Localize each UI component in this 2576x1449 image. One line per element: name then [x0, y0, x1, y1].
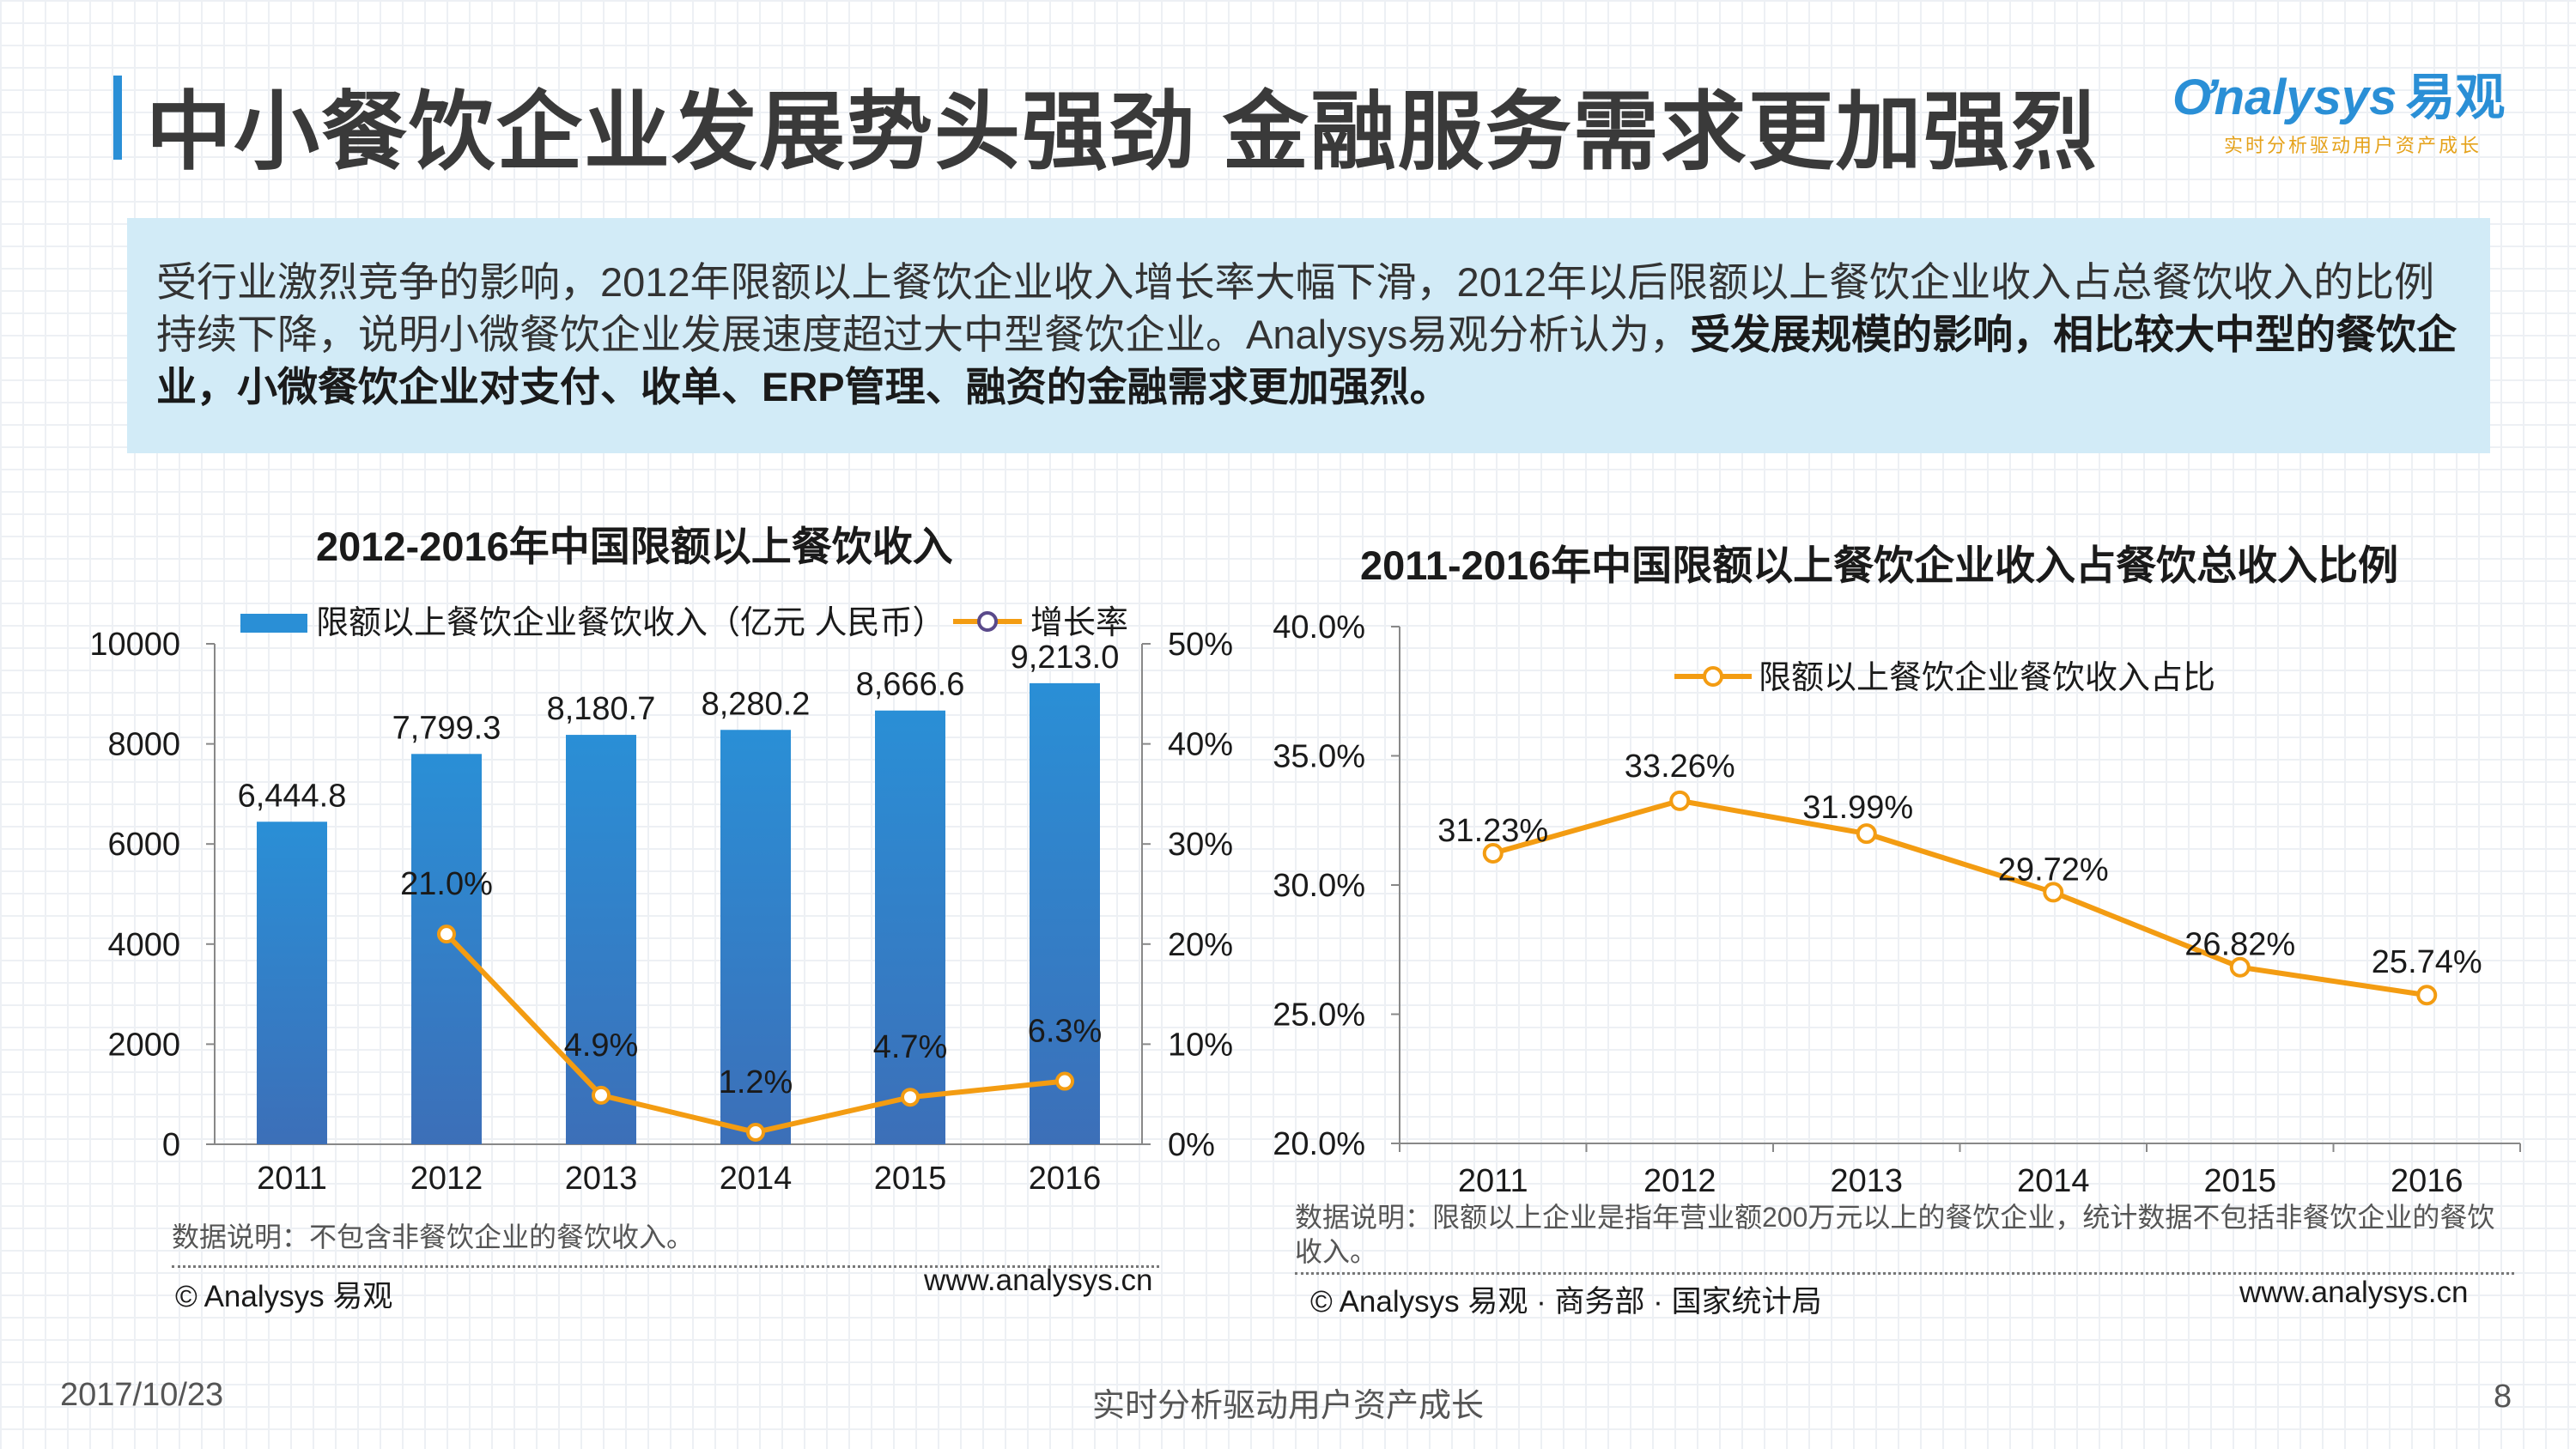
page-title: 中小餐饮企业发展势头强劲 金融服务需求更加强烈 — [146, 84, 2099, 180]
share-line — [1492, 797, 2427, 998]
share-point-2011 — [1482, 842, 1504, 864]
x-tick-label: 2016 — [1029, 1161, 1102, 1197]
y2-tick-label: 30% — [1168, 827, 1233, 863]
y-tick-label: 40.0% — [1273, 609, 1365, 646]
left-credit: © Analysys 易观 — [175, 1280, 393, 1313]
share-value-label: 33.26% — [1625, 749, 1735, 785]
share-point-2013 — [1856, 823, 1877, 845]
x-tick-label: 2014 — [720, 1161, 793, 1197]
bar-2014 — [720, 730, 791, 1144]
y-tick-label: 4000 — [107, 927, 180, 963]
share-point-2014 — [2043, 882, 2064, 903]
x-tick-label: 2015 — [2203, 1163, 2276, 1199]
growth-point — [746, 1123, 765, 1143]
right-chart-title: 2011-2016年中国限额以上餐饮企业收入占餐饮总收入比例 — [1360, 543, 2399, 588]
footer-slogan: 实时分析驱动用户资产成长 — [1092, 1388, 1485, 1424]
right-credit: © Analysys 易观 · 商务部 · 国家统计局 — [1310, 1285, 1822, 1319]
share-point-2016 — [2416, 985, 2438, 1006]
bar-2012 — [411, 754, 482, 1144]
left-chart-title: 2012-2016年中国限额以上餐饮收入 — [316, 524, 953, 569]
y-tick-label: 8000 — [107, 727, 180, 763]
y2-tick-label: 40% — [1168, 727, 1233, 763]
page-number: 8 — [2494, 1379, 2512, 1415]
summary-bold-text: 受发展规模的影响，相比较大中型的餐饮企业，小微餐饮企业对支付、收单、ERP管理、… — [156, 312, 2458, 409]
bar-value-label: 6,444.8 — [238, 778, 347, 814]
y-tick-label: 20.0% — [1273, 1126, 1365, 1162]
legend-bar-label: 限额以上餐饮企业餐饮收入（亿元 人民币） — [316, 605, 945, 641]
growth-point — [437, 925, 456, 944]
growth-value-label: 4.7% — [873, 1029, 948, 1065]
x-tick-label: 2012 — [410, 1161, 483, 1197]
growth-value-label: 6.3% — [1028, 1014, 1103, 1050]
growth-point — [901, 1088, 920, 1107]
right-credit-url: www.analysys.cn — [2239, 1276, 2469, 1309]
y2-tick-label: 0% — [1168, 1127, 1215, 1163]
legend-line-label: 增长率 — [1030, 605, 1128, 641]
x-tick-label: 2013 — [565, 1161, 638, 1197]
x-tick-label: 2011 — [1458, 1163, 1528, 1199]
bar-value-label: 9,213.0 — [1011, 640, 1120, 676]
growth-value-label: 21.0% — [400, 866, 493, 902]
logo-o-glyph: Ơ — [2172, 70, 2215, 125]
growth-point — [1055, 1071, 1074, 1091]
x-tick-label: 2014 — [2017, 1163, 2090, 1199]
share-point-2015 — [2229, 956, 2251, 978]
y2-tick-label: 10% — [1168, 1027, 1233, 1063]
bar-value-label: 8,666.6 — [856, 667, 965, 703]
x-tick-label: 2013 — [1830, 1163, 1903, 1199]
left-credit-url: www.analysys.cn — [924, 1264, 1153, 1297]
y-tick-label: 10000 — [89, 627, 180, 663]
y-tick-label: 0 — [162, 1127, 180, 1163]
x-tick-label: 2016 — [2391, 1163, 2464, 1199]
share-value-label: 29.72% — [1998, 852, 2109, 888]
logo-slogan: 实时分析驱动用户资产成长 — [2224, 135, 2482, 156]
y-tick-label: 30.0% — [1273, 868, 1365, 904]
left-divider — [172, 1265, 1159, 1268]
x-tick-label: 2015 — [874, 1161, 947, 1197]
share-value-label: 31.23% — [1437, 813, 1548, 849]
share-point-2012 — [1669, 790, 1691, 811]
share-value-label: 25.74% — [2372, 944, 2482, 980]
bar-value-label: 8,280.2 — [702, 686, 811, 722]
summary-box: 受行业激烈竞争的影响，2012年限额以上餐饮企业收入增长率大幅下滑，2012年以… — [127, 218, 2490, 453]
logo-brand-cn: 易观 — [2405, 70, 2506, 125]
legend-line-label: 限额以上餐饮企业餐饮收入占比 — [1759, 660, 2215, 696]
logo-brand: nalysys — [2214, 70, 2397, 125]
legend-bar-swatch — [240, 614, 307, 633]
right-line-chart: 20.0% 25.0% 30.0% 35.0% 40.0% 2011 2012 2013 201… — [1273, 609, 2521, 1199]
share-value-label: 26.82% — [2184, 927, 2295, 963]
analysys-logo: Ơnalysys 易观 实时分析驱动用户资产成长 — [2172, 57, 2533, 156]
bar-2016 — [1030, 682, 1100, 1144]
share-value-label: 31.99% — [1802, 790, 1913, 826]
bar-2015 — [875, 710, 945, 1144]
y-tick-label: 25.0% — [1273, 997, 1365, 1034]
growth-value-label: 4.9% — [564, 1028, 639, 1064]
y-tick-label: 6000 — [107, 827, 180, 863]
bar-2013 — [566, 735, 636, 1144]
bar-2011 — [257, 822, 327, 1144]
growth-point — [592, 1085, 611, 1105]
title-accent-bar — [113, 76, 122, 160]
bar-value-label: 7,799.3 — [392, 710, 501, 746]
left-bar-line-chart: 0 2000 4000 6000 8000 10000 0% 10% 20% 30% 40% 50% 6… — [89, 605, 1233, 1197]
y-tick-label: 35.0% — [1273, 739, 1365, 775]
footer-date: 2017/10/23 — [60, 1377, 224, 1413]
right-chart-note: 数据说明：限额以上企业是指年营业额200万元以上的餐饮企业，统计数据不包括非餐饮… — [1295, 1202, 2495, 1267]
x-tick-label: 2011 — [257, 1161, 327, 1197]
left-chart-note: 数据说明：不包含非餐饮企业的餐饮收入。 — [172, 1222, 695, 1252]
growth-value-label: 1.2% — [719, 1064, 793, 1100]
bar-value-label: 8,180.7 — [547, 691, 656, 727]
legend-line-marker — [977, 611, 998, 632]
summary-text: 受行业激烈竞争的影响，2012年限额以上餐饮企业收入增长率大幅下滑，2012年以… — [156, 259, 2435, 357]
y2-tick-label: 50% — [1168, 627, 1233, 663]
y2-tick-label: 20% — [1168, 927, 1233, 963]
right-divider — [1295, 1272, 2514, 1275]
x-tick-label: 2012 — [1643, 1163, 1716, 1199]
y-tick-label: 2000 — [107, 1027, 180, 1063]
legend-line-marker — [1703, 666, 1723, 687]
